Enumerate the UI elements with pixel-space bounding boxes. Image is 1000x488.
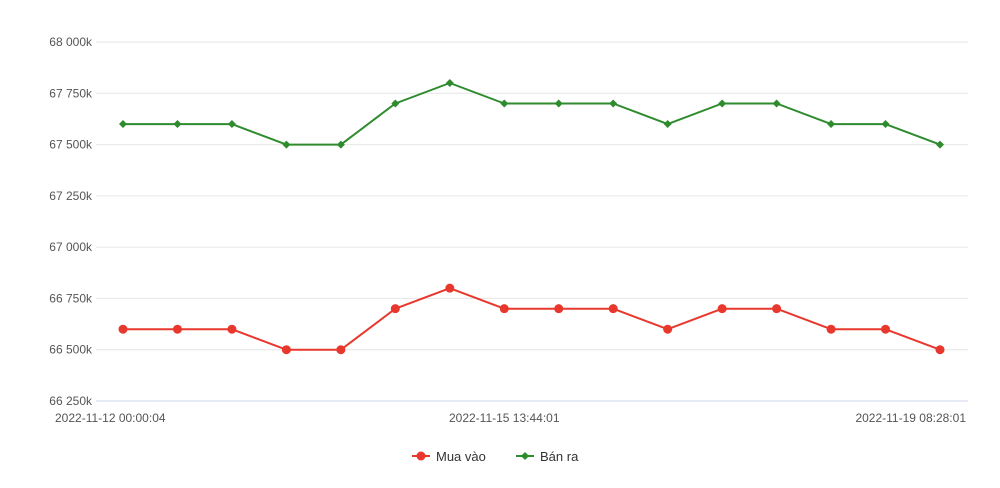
data-point	[827, 120, 836, 129]
series-line-1	[123, 287, 941, 351]
data-point	[390, 304, 400, 314]
y-tick-label: 66 500k	[49, 343, 93, 357]
y-tick-label: 67 750k	[49, 86, 93, 100]
legend-marker	[521, 452, 529, 460]
data-point	[119, 120, 127, 129]
y-tick-label: 68 000k	[49, 35, 93, 49]
data-point	[772, 99, 781, 108]
y-tick-label: 66 250k	[49, 394, 93, 408]
grid-lines	[96, 41, 968, 402]
data-point	[118, 324, 128, 334]
y-tick-label: 67 250k	[49, 189, 93, 203]
data-point	[391, 99, 400, 108]
data-point	[445, 283, 455, 293]
x-tick-label: 2022-11-12 00:00:04	[55, 411, 166, 425]
x-tick-label: 2022-11-19 08:28:01	[855, 411, 966, 425]
legend-label: Bán ra	[540, 449, 579, 464]
data-point	[608, 304, 618, 314]
x-tick-label: 2022-11-15 13:44:01	[449, 411, 560, 425]
data-point	[227, 120, 236, 129]
data-point	[826, 324, 836, 334]
data-point	[881, 324, 891, 334]
data-point	[554, 304, 564, 314]
series-line-2	[123, 82, 941, 146]
data-point	[173, 120, 182, 129]
data-point	[281, 345, 291, 355]
data-point	[881, 120, 890, 129]
data-point	[227, 324, 237, 334]
y-axis: 66 250k 66 500k 66 750k 67 000k 67 250k 67 50…	[49, 35, 93, 408]
data-point	[336, 140, 345, 149]
y-tick-label: 66 750k	[49, 291, 93, 305]
legend-item-2[interactable]: Bán ra	[516, 449, 579, 464]
data-point	[282, 140, 291, 149]
data-point	[663, 120, 672, 129]
data-point	[499, 304, 509, 314]
legend-marker	[416, 451, 426, 461]
data-point	[445, 79, 454, 88]
data-point	[935, 345, 945, 355]
data-point	[663, 324, 673, 334]
data-point	[554, 99, 563, 108]
y-tick-label: 67 500k	[49, 138, 93, 152]
data-point	[500, 99, 509, 108]
legend-item-1[interactable]: Mua vào	[412, 449, 486, 464]
legend-label: Mua vào	[436, 449, 486, 464]
legend[interactable]: Mua vào Bán ra	[412, 449, 579, 464]
y-tick-label: 67 000k	[49, 240, 93, 254]
x-axis: 2022-11-12 00:00:04 2022-11-15 13:44:01 20…	[55, 411, 966, 425]
data-point	[717, 304, 727, 314]
data-point	[936, 140, 944, 149]
plot-series	[118, 79, 945, 355]
data-point	[336, 345, 346, 355]
data-point	[172, 324, 182, 334]
data-point	[772, 304, 782, 314]
data-point	[718, 99, 727, 108]
data-point	[609, 99, 618, 108]
